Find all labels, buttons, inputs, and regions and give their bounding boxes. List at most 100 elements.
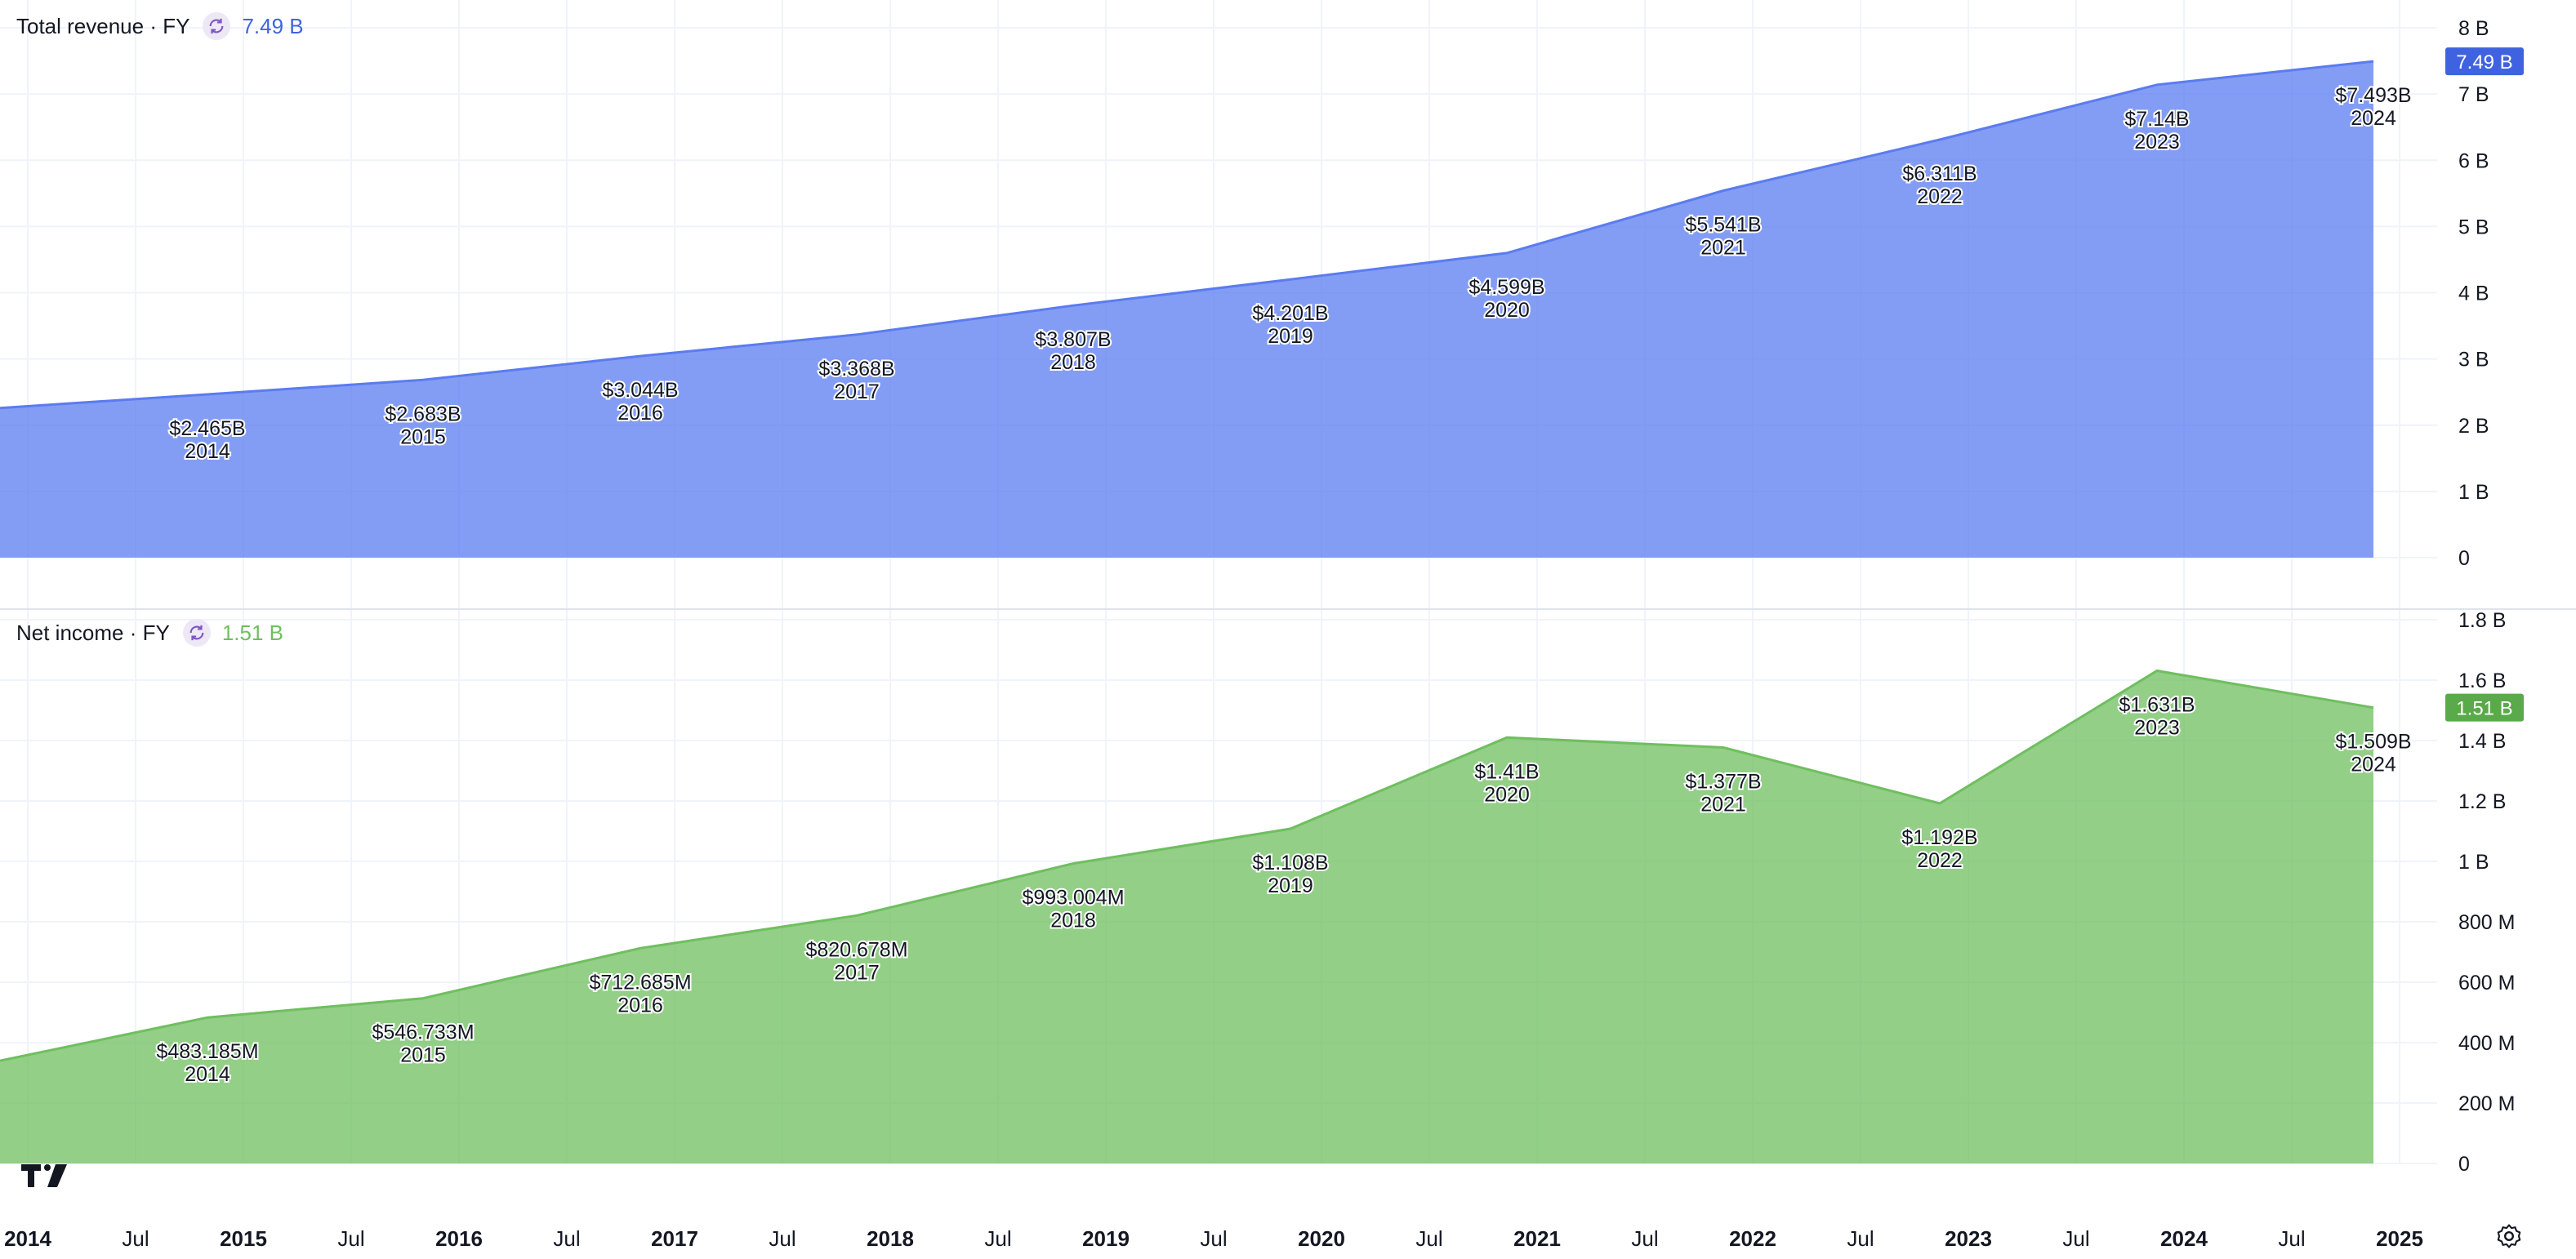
- data-label-year: 2017: [834, 380, 880, 403]
- data-label-value: $712.685M: [589, 971, 691, 994]
- data-label-year: 2019: [1268, 325, 1313, 348]
- x-tick-label: 2025: [2376, 1226, 2423, 1251]
- data-label-value: $3.807B: [1035, 328, 1111, 351]
- y-tick-label: 3 B: [2458, 349, 2489, 371]
- y-tick-label: 200 M: [2458, 1092, 2515, 1115]
- data-label-value: $1.41B: [1474, 760, 1539, 783]
- data-label-year: 2018: [1050, 351, 1096, 374]
- series-line: [0, 669, 2374, 1062]
- x-tick-label: 2015: [220, 1226, 267, 1251]
- data-label-year: 2024: [2351, 107, 2396, 130]
- y-tick-label: 600 M: [2458, 972, 2515, 994]
- y-tick-label: 0: [2458, 1153, 2470, 1176]
- data-label-year: 2015: [400, 425, 446, 448]
- data-label-value: $5.541B: [1685, 213, 1761, 236]
- x-tick-label: Jul: [984, 1226, 1011, 1251]
- x-tick-label: Jul: [1847, 1226, 1874, 1251]
- x-axis: 2014 Jul 2015 Jul 2016 Jul 2017 Jul 2018 Jul 2019 J…: [4, 1226, 2423, 1251]
- data-label-value: $1.108B: [1252, 852, 1328, 874]
- data-labels: $2.465B2014$2.683B2015$3.044B2016$3.368B…: [154, 82, 2413, 1088]
- data-label-value: $993.004M: [1022, 887, 1124, 910]
- data-label-year: 2016: [617, 402, 663, 425]
- y-tick-label: 0: [2458, 547, 2470, 570]
- y-tick-label: 7 B: [2458, 83, 2489, 106]
- data-label-value: $1.192B: [1901, 826, 1977, 849]
- y-tick-label: 1.8 B: [2458, 609, 2506, 632]
- x-tick-label: 2022: [1729, 1226, 1776, 1251]
- data-label-value: $2.465B: [169, 417, 245, 440]
- x-tick-label: 2023: [1945, 1226, 1992, 1251]
- data-label-year: 2022: [1917, 185, 1963, 208]
- data-label-year: 2023: [2134, 131, 2180, 153]
- x-tick-label: 2020: [1298, 1226, 1345, 1251]
- data-label-year: 2020: [1484, 299, 1530, 322]
- data-label-year: 2017: [834, 961, 880, 984]
- data-label-value: $3.368B: [818, 358, 894, 380]
- x-tick-label: 2017: [651, 1226, 698, 1251]
- y-tick-label: 4 B: [2458, 282, 2489, 305]
- last-value-badge-label: 1.51 B: [2456, 698, 2512, 720]
- data-label-value: $6.311B: [1902, 162, 1977, 185]
- y-tick-label: 8 B: [2458, 17, 2489, 40]
- tradingview-logo-icon[interactable]: [20, 1163, 72, 1193]
- data-label-value: $1.631B: [2119, 694, 2195, 717]
- y-tick-label: 5 B: [2458, 216, 2489, 238]
- data-label-year: 2021: [1700, 794, 1746, 816]
- y-tick-label: 2 B: [2458, 415, 2489, 438]
- y-axes: 0 1 B 2 B 3 B 4 B 5 B 6 B 7 B 8 B 7.49 B 0 200 M 400…: [2445, 17, 2524, 1176]
- data-label-year: 2023: [2134, 717, 2180, 740]
- x-tick-label: Jul: [553, 1226, 580, 1251]
- x-tick-label: Jul: [1200, 1226, 1227, 1251]
- data-label-value: $2.683B: [385, 403, 461, 425]
- series-line: [0, 60, 2374, 410]
- x-tick-label: Jul: [2278, 1226, 2305, 1251]
- revenue-last-value: 7.49 B: [242, 13, 304, 38]
- last-value-badge: [2445, 47, 2524, 76]
- y-tick-label: 1.4 B: [2458, 730, 2506, 753]
- x-tick-label: 2021: [1513, 1226, 1561, 1251]
- data-label-value: $7.14B: [2124, 108, 2189, 131]
- data-label-year: 2015: [400, 1044, 446, 1067]
- x-tick-label: Jul: [337, 1226, 364, 1251]
- y-tick-label: 1.6 B: [2458, 670, 2506, 692]
- x-tick-label: Jul: [1415, 1226, 1442, 1251]
- data-label-value: $4.599B: [1468, 276, 1544, 299]
- data-label-year: 2018: [1050, 910, 1096, 932]
- data-label-value: $546.733M: [372, 1021, 474, 1044]
- y-tick-label: 1 B: [2458, 851, 2489, 874]
- data-label-value: $1.509B: [2335, 731, 2411, 754]
- refresh-icon[interactable]: [182, 619, 211, 647]
- data-label-value: $3.044B: [602, 379, 678, 402]
- data-label-value: $483.185M: [156, 1040, 258, 1063]
- series-area: [0, 61, 2373, 558]
- net-income-pane-title: Net income · FY: [16, 620, 170, 645]
- data-label-year: 2019: [1268, 874, 1313, 897]
- data-label-year: 2024: [2351, 754, 2396, 776]
- x-tick-label: 2019: [1082, 1226, 1130, 1251]
- x-tick-label: 2024: [2160, 1226, 2208, 1251]
- data-label-value: $1.377B: [1685, 771, 1761, 794]
- revenue-pane-title: Total revenue · FY: [16, 13, 190, 38]
- x-tick-label: Jul: [122, 1226, 149, 1251]
- revenue-pane-header: Total revenue · FY 7.49 B: [16, 10, 304, 42]
- net-income-pane-header: Net income · FY 1.51 B: [16, 616, 283, 649]
- data-label-year: 2016: [617, 994, 663, 1017]
- x-tick-label: Jul: [2062, 1226, 2089, 1251]
- y-tick-label: 400 M: [2458, 1032, 2515, 1055]
- data-label-year: 2021: [1700, 236, 1746, 259]
- y-tick-label: 1 B: [2458, 481, 2489, 504]
- refresh-icon[interactable]: [203, 12, 231, 40]
- series-areas: [0, 60, 2374, 1163]
- x-tick-label: 2014: [4, 1226, 51, 1251]
- gear-icon[interactable]: [2494, 1221, 2524, 1255]
- x-tick-label: 2016: [435, 1226, 483, 1251]
- data-label-value: $820.678M: [805, 938, 907, 961]
- y-tick-label: 1.2 B: [2458, 790, 2506, 813]
- last-value-badge-label: 7.49 B: [2456, 51, 2512, 73]
- x-tick-label: 2018: [867, 1226, 914, 1251]
- series-area: [0, 670, 2373, 1163]
- data-label-value: $7.493B: [2335, 84, 2411, 107]
- y-tick-label: 6 B: [2458, 149, 2489, 172]
- last-value-badge: [2445, 693, 2524, 722]
